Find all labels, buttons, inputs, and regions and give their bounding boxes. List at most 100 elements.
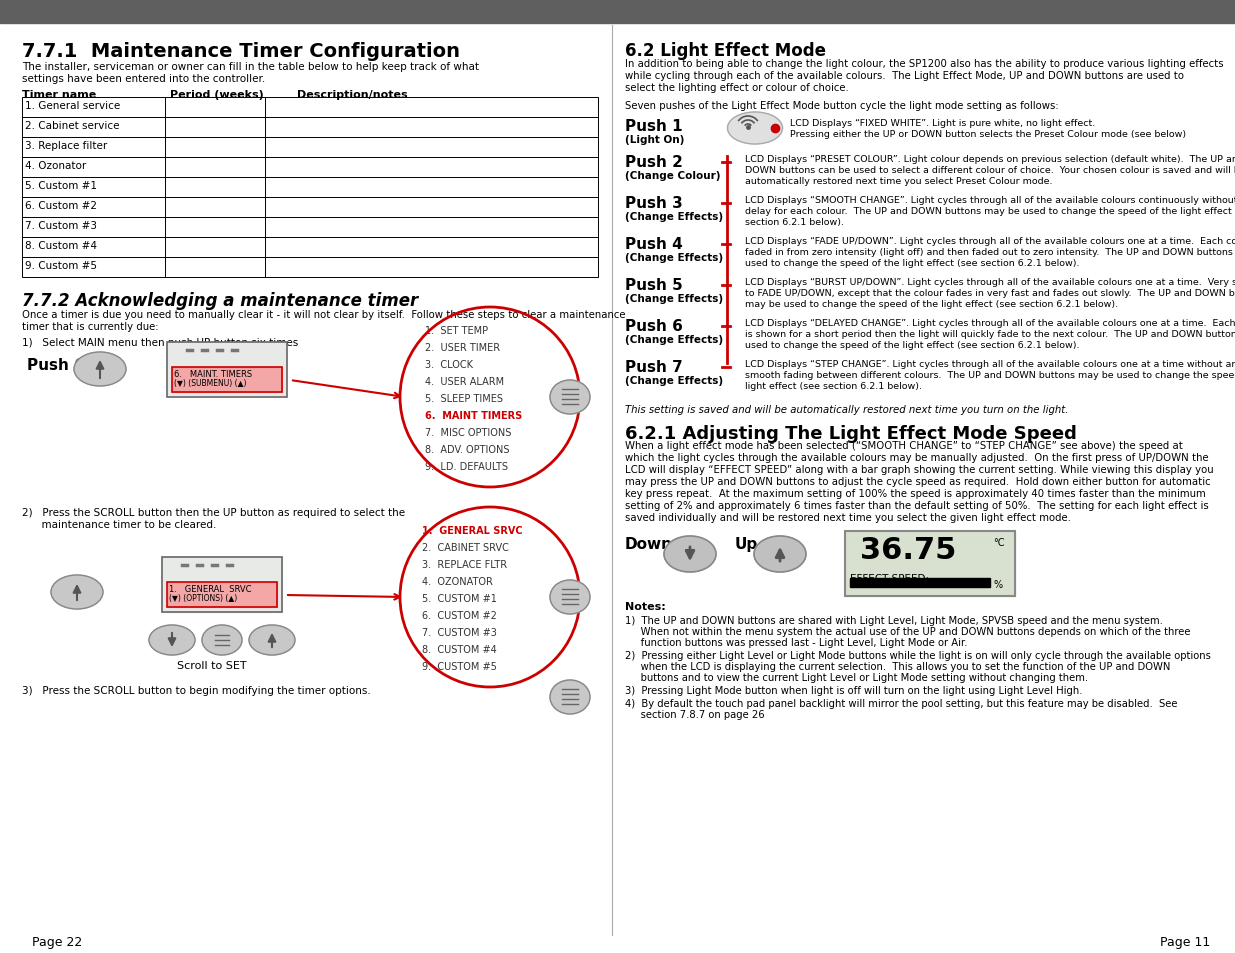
Text: setting of 2% and approximately 6 times faster than the default setting of 50%. : setting of 2% and approximately 6 times …	[625, 500, 1209, 511]
Text: EFFECT SPEED:: EFFECT SPEED:	[850, 574, 929, 583]
Text: smooth fading between different colours.  The UP and DOWN buttons may be used to: smooth fading between different colours.…	[745, 371, 1235, 379]
Text: saved individually and will be restored next time you select the given light eff: saved individually and will be restored …	[625, 513, 1071, 522]
Text: 7.7.2 Acknowledging a maintenance timer: 7.7.2 Acknowledging a maintenance timer	[22, 292, 419, 310]
Text: 4.  OZONATOR: 4. OZONATOR	[422, 577, 493, 586]
Ellipse shape	[149, 625, 195, 656]
Text: when the LCD is displaying the current selection.  This allows you to set the fu: when the LCD is displaying the current s…	[625, 661, 1171, 671]
Text: settings have been entered into the controller.: settings have been entered into the cont…	[22, 74, 266, 84]
Ellipse shape	[550, 680, 590, 714]
Text: 3.  CLOCK: 3. CLOCK	[425, 359, 473, 370]
Text: Page 22: Page 22	[32, 935, 83, 948]
Text: 100: 100	[972, 579, 990, 589]
Text: Push 4: Push 4	[625, 236, 683, 252]
Text: Timer name: Timer name	[22, 90, 96, 100]
Text: In addition to being able to change the light colour, the SP1200 also has the ab: In addition to being able to change the …	[625, 59, 1224, 69]
Text: 36.75: 36.75	[860, 536, 956, 564]
Bar	[172, 368, 282, 393]
Text: 1)  The UP and DOWN buttons are shared with Light Level, Light Mode, SPVSB speed: 1) The UP and DOWN buttons are shared wi…	[625, 616, 1163, 625]
Text: delay for each colour.  The UP and DOWN buttons may be used to change the speed : delay for each colour. The UP and DOWN b…	[745, 207, 1235, 215]
Text: 1)   Select MAIN menu then push UP button six times: 1) Select MAIN menu then push UP button …	[22, 337, 298, 348]
Text: may press the UP and DOWN buttons to adjust the cycle speed as required.  Hold d: may press the UP and DOWN buttons to adj…	[625, 476, 1210, 486]
Text: 2)  Pressing either Light Level or Light Mode buttons while the light is on will: 2) Pressing either Light Level or Light …	[625, 650, 1210, 660]
Ellipse shape	[550, 380, 590, 415]
Text: (Change Effects): (Change Effects)	[625, 375, 724, 386]
Text: section 7.8.7 on page 26: section 7.8.7 on page 26	[625, 709, 764, 720]
Text: 6.  CUSTOM #2: 6. CUSTOM #2	[422, 610, 496, 620]
Text: This setting is saved and will be automatically restored next time you turn on t: This setting is saved and will be automa…	[625, 405, 1068, 415]
Text: When not within the menu system the actual use of the UP and DOWN buttons depend: When not within the menu system the actu…	[625, 626, 1191, 637]
Text: LCD Displays “FIXED WHITE”. Light is pure white, no light effect.: LCD Displays “FIXED WHITE”. Light is pur…	[790, 119, 1095, 128]
Text: may be used to change the speed of the light effect (see section 6.2.1 below).: may be used to change the speed of the l…	[745, 299, 1118, 309]
Text: 3.  REPLACE FLTR: 3. REPLACE FLTR	[422, 559, 508, 569]
Bar	[22, 98, 598, 277]
Text: (Change Effects): (Change Effects)	[625, 294, 724, 304]
Text: Once a timer is due you need to manually clear it - it will not clear by itself.: Once a timer is due you need to manually…	[22, 310, 625, 319]
Text: 1.  GENERAL SRVC: 1. GENERAL SRVC	[422, 525, 522, 536]
Text: (▼) (OPTIONS) (▲): (▼) (OPTIONS) (▲)	[169, 594, 237, 602]
Text: 6. Custom #2: 6. Custom #2	[25, 201, 98, 211]
Bar	[167, 343, 287, 397]
Text: 8.  ADV. OPTIONS: 8. ADV. OPTIONS	[425, 444, 510, 455]
Text: Push 6: Push 6	[625, 318, 683, 334]
Ellipse shape	[727, 112, 783, 145]
Text: 3)  Pressing Light Mode button when light is off will turn on the light using Li: 3) Pressing Light Mode button when light…	[625, 685, 1083, 696]
Text: Up: Up	[735, 537, 758, 552]
Text: 4.  USER ALARM: 4. USER ALARM	[425, 376, 504, 387]
Text: The installer, serviceman or owner can fill in the table below to help keep trac: The installer, serviceman or owner can f…	[22, 62, 479, 71]
Text: LCD Displays “DELAYED CHANGE”. Light cycles through all of the available colours: LCD Displays “DELAYED CHANGE”. Light cyc…	[745, 318, 1235, 328]
Text: 5. Custom #1: 5. Custom #1	[25, 181, 98, 191]
Text: is shown for a short period then the light will quickly fade to the next colour.: is shown for a short period then the lig…	[745, 330, 1235, 338]
Text: When a light effect mode has been selected (“SMOOTH CHANGE” to “STEP CHANGE” see: When a light effect mode has been select…	[625, 440, 1183, 451]
Text: LCD Displays “FADE UP/DOWN”. Light cycles through all of the available colours o: LCD Displays “FADE UP/DOWN”. Light cycle…	[745, 236, 1235, 246]
Text: used to change the speed of the light effect (see section 6.2.1 below).: used to change the speed of the light ef…	[745, 340, 1079, 350]
Text: (Change Effects): (Change Effects)	[625, 212, 724, 222]
Text: 2. Cabinet service: 2. Cabinet service	[25, 121, 120, 131]
Text: to FADE UP/DOWN, except that the colour fades in very fast and fades out slowly.: to FADE UP/DOWN, except that the colour …	[745, 289, 1235, 297]
Bar	[162, 558, 282, 613]
Text: buttons and to view the current Light Level or Light Mode setting without changi: buttons and to view the current Light Le…	[625, 672, 1088, 682]
Text: 7.  CUSTOM #3: 7. CUSTOM #3	[422, 627, 496, 638]
Text: (Change Effects): (Change Effects)	[625, 335, 724, 345]
Text: 6.2 Light Effect Mode: 6.2 Light Effect Mode	[625, 42, 826, 60]
Text: (Change Effects): (Change Effects)	[625, 253, 724, 263]
Text: Push 1: Push 1	[625, 119, 683, 133]
Text: Description/notes: Description/notes	[296, 90, 408, 100]
Text: 6.2.1 Adjusting The Light Effect Mode Speed: 6.2.1 Adjusting The Light Effect Mode Sp…	[625, 424, 1077, 442]
Text: 7.  MISC OPTIONS: 7. MISC OPTIONS	[425, 428, 511, 437]
Text: 7.7.1  Maintenance Timer Configuration: 7.7.1 Maintenance Timer Configuration	[22, 42, 459, 61]
Text: 2.  USER TIMER: 2. USER TIMER	[425, 343, 500, 353]
Text: DOWN buttons can be used to select a different colour of choice.  Your chosen co: DOWN buttons can be used to select a dif…	[745, 166, 1235, 174]
Text: Scroll to SET: Scroll to SET	[177, 660, 247, 670]
Text: faded in from zero intensity (light off) and then faded out to zero intensity.  : faded in from zero intensity (light off)…	[745, 248, 1235, 256]
Ellipse shape	[249, 625, 295, 656]
Bar	[162, 558, 282, 613]
Text: while cycling through each of the available colours.  The Light Effect Mode, UP : while cycling through each of the availa…	[625, 71, 1184, 81]
Text: (Light On): (Light On)	[625, 135, 684, 145]
Text: Push 2: Push 2	[625, 154, 683, 170]
Text: LCD Displays “SMOOTH CHANGE”. Light cycles through all of the available colours : LCD Displays “SMOOTH CHANGE”. Light cycl…	[745, 195, 1235, 205]
Text: 3. Replace filter: 3. Replace filter	[25, 141, 107, 151]
Text: 2.  CABINET SRVC: 2. CABINET SRVC	[422, 542, 509, 553]
Bar	[167, 582, 277, 607]
Text: 3)   Press the SCROLL button to begin modifying the timer options.: 3) Press the SCROLL button to begin modi…	[22, 685, 370, 696]
Text: LCD Displays “PRESET COLOUR”. Light colour depends on previous selection (defaul: LCD Displays “PRESET COLOUR”. Light colo…	[745, 154, 1235, 164]
Text: 7. Custom #3: 7. Custom #3	[25, 221, 98, 231]
Text: Seven pushes of the Light Effect Mode button cycle the light mode setting as fol: Seven pushes of the Light Effect Mode bu…	[625, 101, 1058, 111]
Ellipse shape	[755, 537, 806, 573]
Text: Page 11: Page 11	[1160, 935, 1210, 948]
Text: maintenance timer to be cleared.: maintenance timer to be cleared.	[22, 519, 216, 530]
Ellipse shape	[664, 537, 716, 573]
Text: 9.  LD. DEFAULTS: 9. LD. DEFAULTS	[425, 461, 508, 472]
Ellipse shape	[203, 625, 242, 656]
Text: 6.   MAINT. TIMERS: 6. MAINT. TIMERS	[174, 370, 252, 378]
Bar	[167, 343, 287, 397]
Text: 1. General service: 1. General service	[25, 101, 120, 111]
Text: section 6.2.1 below).: section 6.2.1 below).	[745, 218, 844, 227]
Text: Push 6: Push 6	[27, 357, 85, 373]
Text: 4)  By default the touch pad panel backlight will mirror the pool setting, but t: 4) By default the touch pad panel backli…	[625, 699, 1177, 708]
Text: Notes:: Notes:	[625, 601, 666, 612]
Text: Pressing either the UP or DOWN button selects the Preset Colour mode (see below): Pressing either the UP or DOWN button se…	[790, 130, 1186, 139]
Ellipse shape	[74, 353, 126, 387]
Text: Down: Down	[625, 537, 673, 552]
Bar	[172, 368, 282, 393]
